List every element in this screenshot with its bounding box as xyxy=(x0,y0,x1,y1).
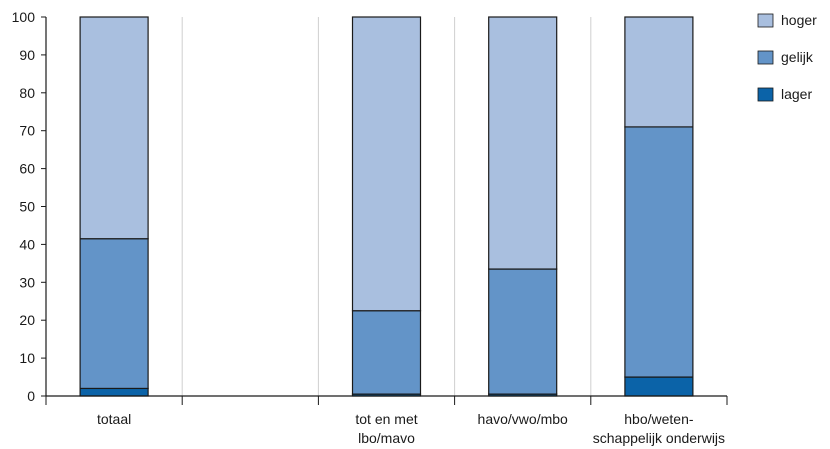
bar-segment-gelijk xyxy=(351,310,422,395)
bar-segment-hoger xyxy=(79,16,149,240)
bar-segment-gelijk xyxy=(79,238,149,390)
y-tick-label: 20 xyxy=(19,312,35,328)
y-tick-label: 30 xyxy=(19,274,35,290)
x-category-label: totaal xyxy=(97,411,131,427)
bar-segment-hoger xyxy=(488,16,558,270)
y-tick-label: 0 xyxy=(27,388,35,404)
bars xyxy=(79,16,694,397)
bar-segment-gelijk xyxy=(488,268,558,395)
y-tick-label: 70 xyxy=(19,123,35,139)
legend-label-lager: lager xyxy=(781,86,812,102)
legend-swatch-gelijk xyxy=(757,50,774,65)
x-category-label: hbo/weten-schappelijk onderwijs xyxy=(593,411,725,446)
bar-segment-lager xyxy=(79,387,149,397)
y-tick-label: 80 xyxy=(19,85,35,101)
y-tick-label: 100 xyxy=(12,9,36,25)
bar-segment-gelijk xyxy=(624,126,694,378)
legend-label-hoger: hoger xyxy=(781,12,817,28)
bar-segment-hoger xyxy=(351,16,422,312)
y-tick-label: 10 xyxy=(19,350,35,366)
axes xyxy=(41,16,728,405)
y-tick-label: 40 xyxy=(19,236,35,252)
y-tick-label: 60 xyxy=(19,161,35,177)
bar-segment-hoger xyxy=(624,16,694,128)
x-axis-category-labels: totaal tot en met lbo/mavo havo/vwo/mbo hbo/… xyxy=(97,411,725,446)
x-category-label: tot en met lbo/mavo xyxy=(355,411,417,446)
grid xyxy=(181,17,592,396)
legend-swatch-hoger xyxy=(757,13,774,28)
y-tick-label: 50 xyxy=(19,199,35,215)
y-tick-label: 90 xyxy=(19,47,35,63)
y-axis-tick-labels: 0 10 20 30 40 50 60 70 80 90 100 xyxy=(12,9,36,404)
x-category-label: havo/vwo/mbo xyxy=(478,411,568,427)
legend-label-gelijk: gelijk xyxy=(781,49,814,65)
bar-segment-lager xyxy=(624,376,694,397)
legend: hoger gelijk lager xyxy=(757,12,817,102)
legend-swatch-lager xyxy=(757,87,774,102)
